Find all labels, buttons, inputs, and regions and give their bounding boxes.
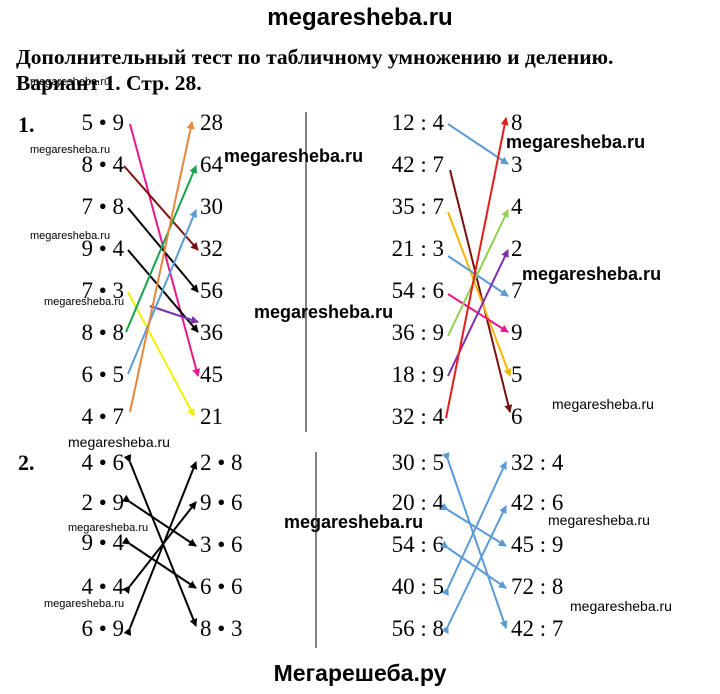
watermark-small-4: megaresheba.ru xyxy=(44,296,125,308)
t1-left-expr-8: 4 • 7 xyxy=(81,404,124,429)
watermark-small-5: megaresheba.ru xyxy=(68,522,149,534)
t2-left-b-2: 9 • 6 xyxy=(200,490,243,515)
watermark-mid-2: megaresheba.ru xyxy=(68,434,170,450)
watermark-mid-1: megaresheba.ru xyxy=(552,396,654,412)
arrow-7x3-21 xyxy=(127,291,195,417)
site-footer[interactable]: Мегарешеба.ру xyxy=(273,660,447,686)
t1-right-answer-2: 3 xyxy=(511,152,523,177)
t1-left-expr-4: 9 • 4 xyxy=(81,236,124,261)
t1-left-expr-6: 8 • 8 xyxy=(81,320,124,345)
t2-right-a-3: 54 : 6 xyxy=(391,532,444,557)
site-header[interactable]: megaresheba.ru xyxy=(267,4,453,31)
arrow-7x8-56 xyxy=(127,207,199,293)
arrow-4x7-28 xyxy=(129,121,195,413)
t1-left-answer-8: 21 xyxy=(200,404,223,429)
t2-right-b-4: 72 : 8 xyxy=(511,574,564,599)
arrow-32div4-8 xyxy=(445,117,509,419)
t2-left-b-3: 3 • 6 xyxy=(200,532,243,557)
t1-right-expr-4: 21 : 3 xyxy=(391,236,444,261)
t1-left-answer-7: 45 xyxy=(200,362,223,387)
t2-right-b-3: 45 : 9 xyxy=(511,532,564,557)
t1-left-expr-5: 7 • 3 xyxy=(81,278,124,303)
t2-right-a-5: 56 : 8 xyxy=(391,616,444,641)
t1-right-answer-4: 2 xyxy=(511,236,523,261)
t2-left-a-2: 2 • 9 xyxy=(81,490,124,515)
watermark-small-3: megaresheba.ru xyxy=(30,230,111,242)
t1-right-answer-7: 5 xyxy=(511,362,523,387)
t2-right-b-5: 42 : 7 xyxy=(511,616,564,641)
watermark-mid-3: megaresheba.ru xyxy=(548,512,650,528)
t1-right-expr-3: 35 : 7 xyxy=(391,194,444,219)
t1-right-answer-1: 8 xyxy=(511,110,523,135)
t1-right-expr-1: 12 : 4 xyxy=(391,110,444,135)
t2-left-b-4: 6 • 6 xyxy=(200,574,243,599)
t2-left-b-5: 8 • 3 xyxy=(200,616,243,641)
t1-right-answer-3: 4 xyxy=(511,194,523,219)
watermark-small-1: megaresheba.ru xyxy=(30,76,111,88)
t2-left-a-3: 9 • 4 xyxy=(81,530,124,555)
t1-right-expr-7: 18 : 9 xyxy=(391,362,444,387)
arrow-36div9-4 xyxy=(447,209,509,337)
t2-right-a-4: 40 : 5 xyxy=(391,574,444,599)
arrow-42div7-6 xyxy=(449,169,513,413)
t2-right-b-1: 32 : 4 xyxy=(511,450,564,475)
t1-left-answer-1: 28 xyxy=(200,110,223,135)
title-line-1: Дополнительный тест по табличному умноже… xyxy=(16,45,614,69)
t1-left-expr-1: 5 • 9 xyxy=(81,110,124,135)
watermark-big-5: megaresheba.ru xyxy=(284,512,424,532)
t2-left-a-4: 4 • 4 xyxy=(81,574,124,599)
t1-left-expr-7: 6 • 5 xyxy=(81,362,124,387)
t2-left-b-1: 2 • 8 xyxy=(200,450,243,475)
page-title: Дополнительный тест по табличному умноже… xyxy=(16,44,613,96)
title-line-2: Вариант 1. Стр. 28. xyxy=(16,71,202,95)
t1-right-expr-2: 42 : 7 xyxy=(391,152,444,177)
arrow-8x8-64 xyxy=(125,165,197,333)
task-1-number: 1. xyxy=(18,112,35,137)
t2-left-a-5: 6 • 9 xyxy=(81,616,124,641)
watermark-small-6: megaresheba.ru xyxy=(44,598,125,610)
watermark-big-1: megaresheba.ru xyxy=(224,146,364,166)
t2-left-a-1: 4 • 6 xyxy=(81,450,124,475)
watermark-big-4: megaresheba.ru xyxy=(254,302,394,322)
t1-left-answer-3: 30 xyxy=(200,194,223,219)
t1-right-answer-8: 6 xyxy=(511,404,523,429)
t1-left-answer-5: 56 xyxy=(200,278,223,303)
watermark-small-2: megaresheba.ru xyxy=(30,144,111,156)
arrow-6x9-2x8 xyxy=(123,461,198,636)
t1-left-answer-6: 36 xyxy=(200,320,223,345)
t1-left-expr-2: 8 • 4 xyxy=(81,152,124,177)
t1-right-expr-8: 32 : 4 xyxy=(391,404,444,429)
watermark-big-2: megaresheba.ru xyxy=(506,132,646,152)
arrow-9x4-6x6 xyxy=(121,536,197,589)
arrow-18div9-2 xyxy=(447,249,509,377)
t1-right-expr-5: 54 : 6 xyxy=(391,278,444,303)
t1-right-answer-5: 7 xyxy=(511,278,523,303)
arrow-35div7-5 xyxy=(447,211,512,377)
t2-right-a-1: 30 : 5 xyxy=(391,450,444,475)
t2-right-a-2: 20 : 4 xyxy=(391,490,444,515)
t1-left-answer-4: 32 xyxy=(200,236,223,261)
arrow-7x3-36-purple xyxy=(149,305,199,324)
watermark-mid-4: megaresheba.ru xyxy=(570,598,672,614)
t1-left-expr-3: 7 • 8 xyxy=(81,194,124,219)
arrow-30div5-42div7 xyxy=(441,452,508,629)
t1-left-answer-2: 64 xyxy=(200,152,223,177)
t1-right-expr-6: 36 : 9 xyxy=(391,320,444,345)
task-2-number: 2. xyxy=(18,450,35,475)
arrow-20div4-45div9 xyxy=(439,502,507,547)
watermark-big-3: megaresheba.ru xyxy=(522,264,662,284)
arrow-56div8-42div6 xyxy=(441,505,507,635)
arrow-6x5-30 xyxy=(127,209,198,375)
t1-right-answer-6: 9 xyxy=(511,320,523,345)
arrow-21div3-7 xyxy=(447,255,509,297)
t2-right-b-2: 42 : 6 xyxy=(511,490,564,515)
